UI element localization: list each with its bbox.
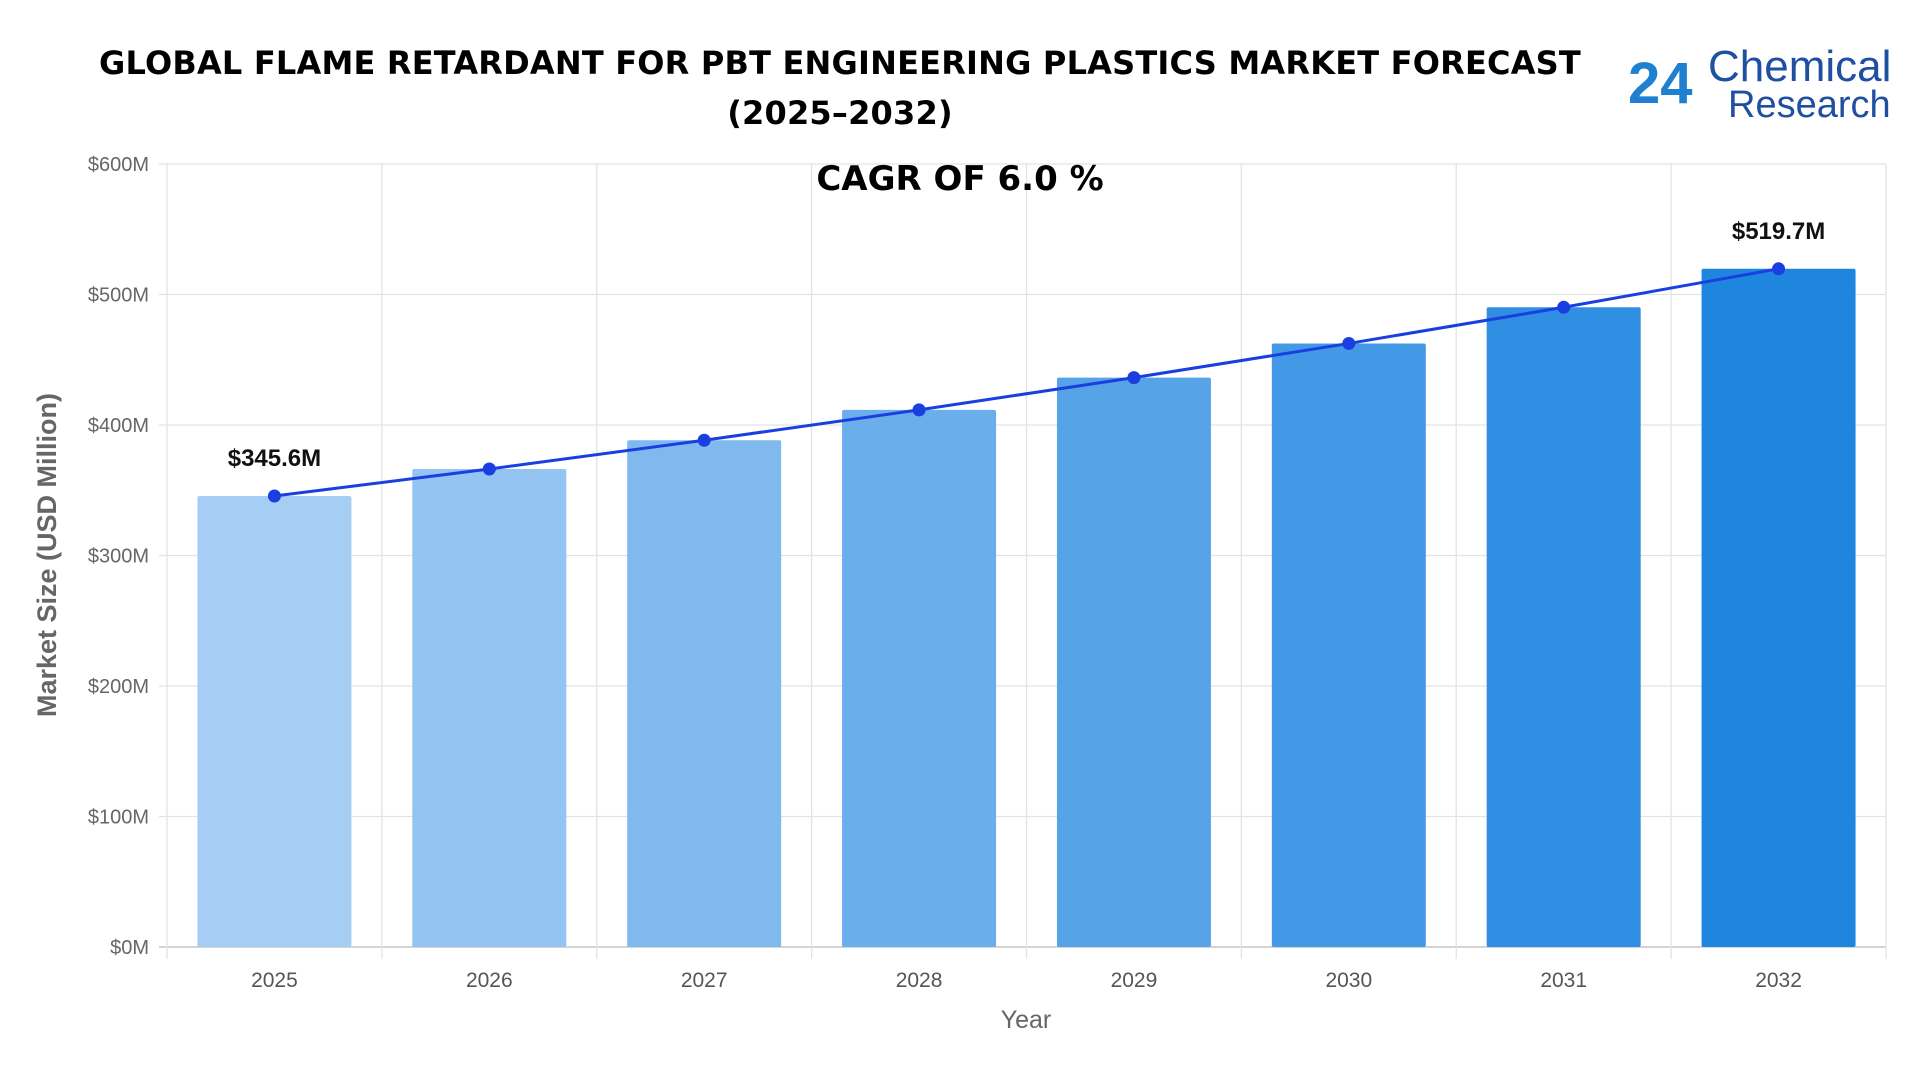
cagr-subtitle: CAGR OF 6.0 % [816,159,1103,199]
x-axis-title: Year [1001,1006,1052,1034]
data-labels: $345.6M $519.7M [228,218,1826,472]
y-tick-label: $300M [88,546,149,568]
y-tick-label: $0M [110,937,149,959]
y-tick-label: $200M [88,676,149,698]
trend-point-2025 [267,489,281,503]
chart-title-line2: (2025–2032) [727,94,953,132]
bar-2025 [197,495,352,947]
trend-line-path [274,267,1779,498]
trend-point-2027 [697,433,711,447]
trend-point-2032 [1772,262,1786,276]
bar-2028 [842,409,997,947]
data-label-2025: $345.6M [228,445,321,472]
x-tick-label: 2028 [896,969,943,992]
chart-title: GLOBAL FLAME RETARDANT FOR PBT ENGINEERI… [60,38,1620,138]
bar-2029 [1056,377,1211,947]
logo-line1: Chemical [1708,42,1892,91]
brand-logo: 24 Chemical Research [1628,38,1908,128]
trend-point-2028 [912,403,926,417]
x-tick-label: 2026 [466,969,513,992]
x-tick-label: 2029 [1111,969,1158,992]
x-tick-label: 2031 [1540,969,1587,992]
bar-2030 [1271,343,1426,947]
x-tick-label: 2030 [1325,969,1372,992]
x-tick-label: 2032 [1755,969,1802,992]
y-axis-title: Market Size (USD Million) [32,393,62,717]
y-axis: $0M $100M $200M $300M $400M $500M $600M [88,154,149,959]
y-tick-label: $400M [88,415,149,437]
bars [197,268,1856,947]
trend-point-2026 [482,462,496,476]
chart-title-line1: GLOBAL FLAME RETARDANT FOR PBT ENGINEERI… [99,44,1581,82]
trend-point-2031 [1557,300,1571,314]
y-tick-label: $500M [88,285,149,307]
bar-2026 [412,468,567,947]
bar-2031 [1486,307,1641,947]
trend-point-2029 [1127,371,1141,385]
x-tick-label: 2025 [251,969,298,992]
data-label-2032: $519.7M [1732,218,1825,245]
x-tick-label: 2027 [681,969,728,992]
trend-point-2030 [1342,336,1356,350]
y-tick-label: $600M [88,154,149,176]
trend-line [267,262,1786,503]
bar-2027 [627,440,782,947]
logo-line2: Research [1728,84,1891,126]
x-axis: 2025 2026 2027 2028 2029 2030 2031 2032 [251,969,1802,992]
logo-number: 24 [1628,51,1693,116]
bar-2032 [1701,268,1856,947]
y-tick-label: $100M [88,807,149,829]
